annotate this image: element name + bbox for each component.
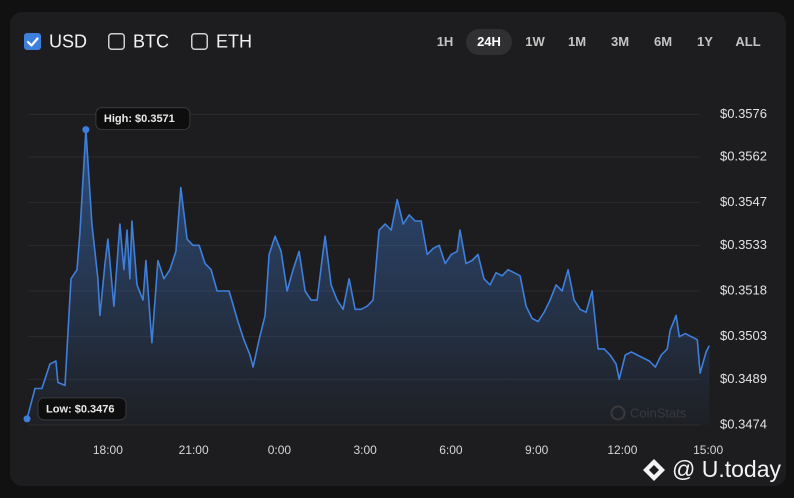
watermark: CoinStats @ U.today <box>610 405 782 482</box>
range-label[interactable]: ALL <box>735 34 760 49</box>
area-fill <box>27 129 710 425</box>
range-button[interactable]: 1M <box>568 34 586 49</box>
annotation-dot <box>23 415 31 423</box>
checkbox[interactable] <box>24 33 41 50</box>
x-tick-label: 21:00 <box>179 443 209 457</box>
checkmark <box>26 37 39 47</box>
range-label[interactable]: 6M <box>654 34 672 49</box>
checkbox[interactable] <box>108 33 125 50</box>
range-label[interactable]: 1M <box>568 34 586 49</box>
utoday-watermark: @ U.today <box>672 456 782 482</box>
range-button[interactable]: 1Y <box>697 34 713 49</box>
currency-checkbox[interactable]: USD <box>24 31 87 51</box>
annotation-label: High: $0.3571 <box>104 113 175 125</box>
range-label[interactable]: 1W <box>525 34 545 49</box>
annotation-box <box>37 397 127 421</box>
range-button[interactable]: ALL <box>735 34 760 49</box>
y-tick-label: $0.3562 <box>720 148 767 163</box>
annotation-box <box>95 107 191 131</box>
y-tick-label: $0.3474 <box>720 416 767 431</box>
range-label[interactable]: 3M <box>611 34 629 49</box>
x-tick-label: 15:00 <box>693 443 723 457</box>
range-button[interactable]: 1H <box>437 34 454 49</box>
currency-label[interactable]: BTC <box>133 31 169 51</box>
y-tick-label: $0.3547 <box>720 194 767 209</box>
y-tick-label: $0.3576 <box>720 106 767 121</box>
price-line <box>26 128 711 420</box>
currency-label[interactable]: ETH <box>216 31 252 51</box>
x-tick-label: 18:00 <box>93 443 123 457</box>
range-label[interactable]: 24H <box>477 34 501 49</box>
range-button[interactable]: 6M <box>654 34 672 49</box>
range-label[interactable]: 1H <box>437 34 454 49</box>
controls: USD BTC ETH 1H 24H 1W 1M 3M 6M 1Y ALL <box>24 29 761 55</box>
annotation-dot <box>82 126 90 134</box>
currency-checkbox[interactable]: ETH <box>191 31 252 51</box>
y-tick-label: $0.3489 <box>720 371 767 386</box>
range-button[interactable]: 1W <box>525 34 545 49</box>
currency-checkbox[interactable]: BTC <box>108 31 169 51</box>
x-tick-label: 0:00 <box>268 443 292 457</box>
coinstats-icon <box>610 405 626 421</box>
x-tick-label: 9:00 <box>525 443 549 457</box>
y-tick-label: $0.3533 <box>720 237 767 252</box>
y-tick-label: $0.3518 <box>720 282 767 297</box>
range-selected-bg[interactable] <box>466 29 512 55</box>
x-tick-label: 3:00 <box>353 443 377 457</box>
x-tick-label: 6:00 <box>439 443 463 457</box>
currency-label[interactable]: USD <box>49 31 87 51</box>
coinstats-watermark: CoinStats <box>630 405 687 420</box>
range-button[interactable]: 3M <box>611 34 629 49</box>
y-tick-label: $0.3503 <box>720 328 767 343</box>
range-label[interactable]: 1Y <box>697 34 713 49</box>
annotation-label: Low: $0.3476 <box>46 403 114 415</box>
utoday-icon <box>643 459 665 481</box>
range-button[interactable]: 24H <box>466 29 512 55</box>
plot: High: $0.3571 Low: $0.3476 <box>23 107 711 425</box>
checkbox[interactable] <box>191 33 208 50</box>
x-tick-label: 12:00 <box>607 443 637 457</box>
